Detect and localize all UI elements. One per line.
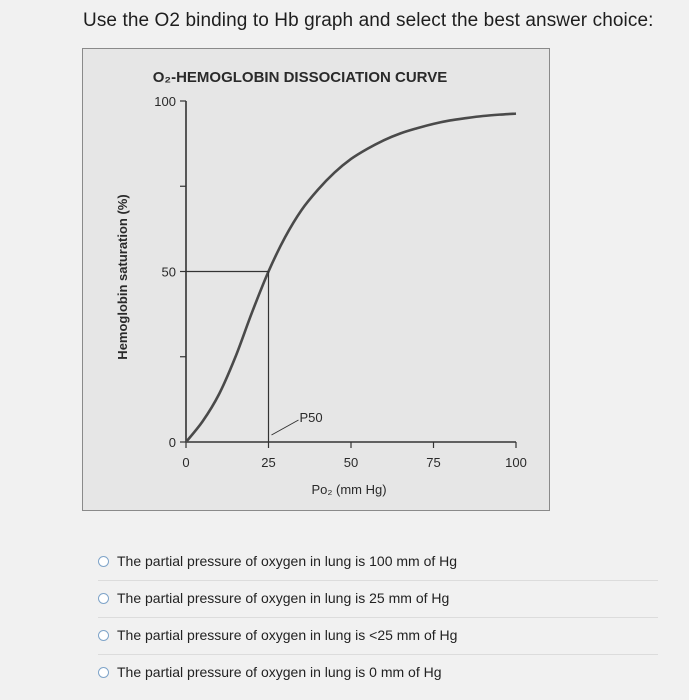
option-4[interactable]: The partial pressure of oxygen in lung i… <box>98 659 442 685</box>
divider <box>98 617 658 618</box>
divider <box>98 654 658 655</box>
radio-button-icon[interactable] <box>98 629 109 641</box>
option-1[interactable]: The partial pressure of oxygen in lung i… <box>98 548 457 574</box>
radio-button-icon[interactable] <box>98 592 109 604</box>
option-2[interactable]: The partial pressure of oxygen in lung i… <box>98 585 449 611</box>
dissociation-chart: O₂-HEMOGLOBIN DISSOCIATION CURVE Hemoglo… <box>82 48 550 511</box>
chart-svg: O₂-HEMOGLOBIN DISSOCIATION CURVE Hemoglo… <box>115 69 527 497</box>
dissociation-curve <box>184 112 517 443</box>
option-label: The partial pressure of oxygen in lung i… <box>117 664 442 680</box>
x-tick-label: 50 <box>344 455 358 470</box>
divider <box>98 580 658 581</box>
x-axis-label: Po₂ (mm Hg) <box>311 482 386 497</box>
y-tick-label: 100 <box>154 94 176 109</box>
option-label: The partial pressure of oxygen in lung i… <box>117 590 450 606</box>
option-3[interactable]: The partial pressure of oxygen in lung i… <box>98 622 457 648</box>
y-tick-label: 50 <box>162 265 176 280</box>
p50-label: P50 <box>300 410 323 425</box>
x-tick-label: 25 <box>261 455 275 470</box>
option-label: The partial pressure of oxygen in lung i… <box>117 553 458 569</box>
radio-button-icon[interactable] <box>98 666 109 678</box>
x-tick-label: 75 <box>426 455 440 470</box>
x-tick-label: 100 <box>505 455 527 470</box>
p50-pointer-line <box>271 419 299 436</box>
radio-button-icon[interactable] <box>98 555 109 567</box>
x-tick-label: 0 <box>182 455 189 470</box>
question-text: Use the O2 binding to Hb graph and selec… <box>83 10 654 31</box>
chart-title: O₂-HEMOGLOBIN DISSOCIATION CURVE <box>153 69 447 86</box>
y-axis-label: Hemoglobin saturation (%) <box>115 194 130 359</box>
option-label: The partial pressure of oxygen in lung i… <box>117 627 458 643</box>
y-tick-label: 0 <box>169 435 176 450</box>
